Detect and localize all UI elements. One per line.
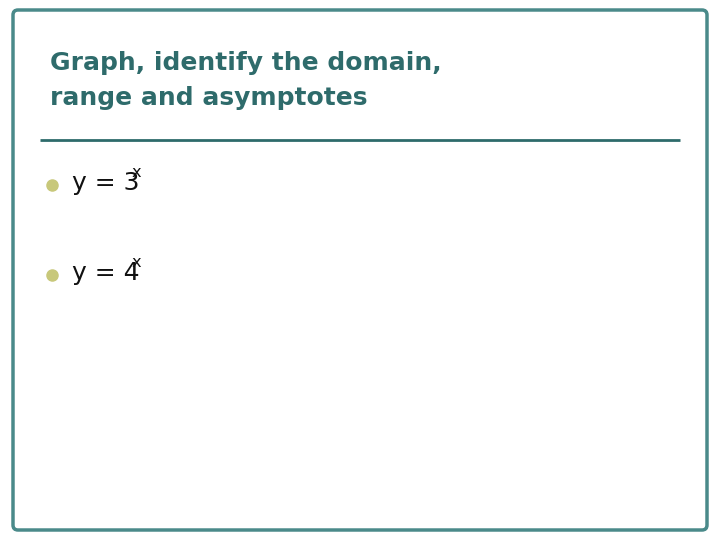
FancyBboxPatch shape — [13, 10, 707, 530]
Text: y = 3: y = 3 — [72, 171, 140, 195]
Text: x: x — [132, 255, 142, 270]
Text: y = 4: y = 4 — [72, 261, 140, 285]
Text: Graph, identify the domain,: Graph, identify the domain, — [50, 51, 441, 75]
Text: range and asymptotes: range and asymptotes — [50, 86, 367, 110]
Text: x: x — [132, 165, 142, 180]
